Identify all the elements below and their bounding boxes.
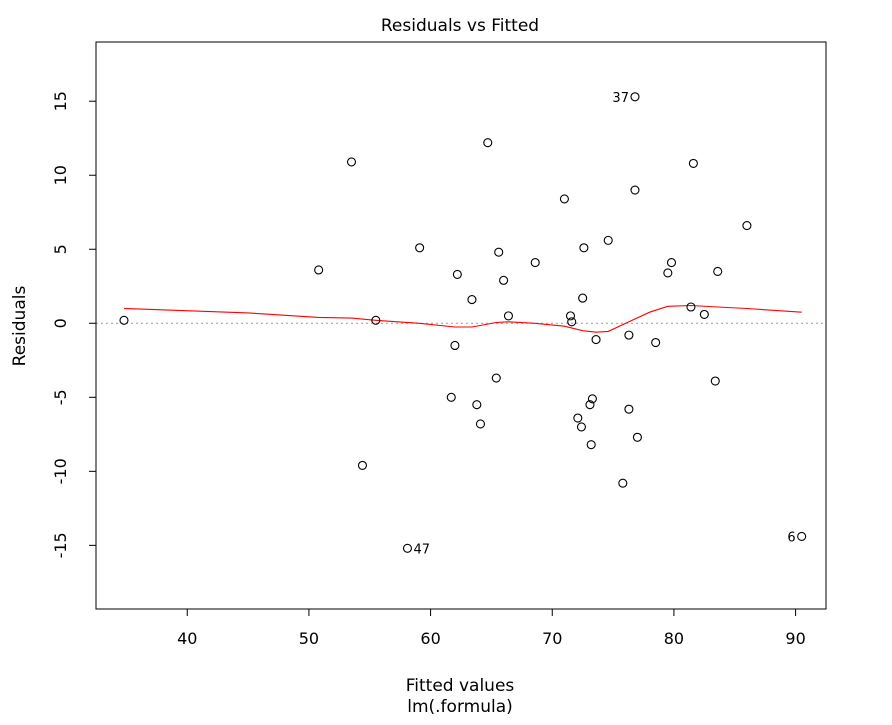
- outlier-labels: 47 37 6: [413, 91, 795, 558]
- data-point: [573, 413, 583, 423]
- data-point: [585, 400, 595, 410]
- data-point: [357, 460, 368, 470]
- data-point: [576, 422, 587, 432]
- data-point: [688, 158, 698, 168]
- x-tick-label: 90: [785, 629, 805, 648]
- x-axis: 40 50 60 70 80 90: [177, 608, 806, 648]
- y-tick-label: -15: [51, 532, 70, 558]
- y-tick-label: -5: [51, 389, 70, 405]
- x-tick-label: 60: [420, 629, 440, 648]
- chart-title: Residuals vs Fitted: [381, 16, 539, 36]
- data-point: [651, 337, 661, 348]
- data-point: [663, 268, 673, 278]
- data-point: [346, 157, 357, 167]
- data-point: [314, 265, 324, 275]
- x-tick-label: 50: [299, 629, 319, 648]
- data-point: [475, 419, 486, 429]
- y-axis-label: Residuals: [10, 286, 30, 367]
- point-label: 6: [787, 530, 795, 545]
- data-point: [472, 400, 482, 410]
- data-point: [446, 392, 456, 402]
- data-point: [565, 311, 576, 321]
- data-point: [452, 269, 462, 279]
- data-point: [530, 258, 540, 268]
- point-label: 37: [612, 91, 629, 106]
- data-point: [603, 235, 613, 245]
- data-point: [450, 340, 460, 351]
- data-point: [666, 258, 677, 268]
- data-point: [483, 138, 493, 148]
- plot-frame: [95, 41, 827, 610]
- data-point: [578, 293, 588, 303]
- data-point: [797, 531, 807, 542]
- y-axis: -15 -10 -5 0 5 10 15: [51, 91, 97, 558]
- data-point: [624, 330, 634, 340]
- model-formula-label: lm(.formula): [407, 697, 513, 717]
- x-tick-label: 80: [664, 629, 684, 648]
- point-label: 47: [413, 542, 430, 557]
- x-tick-label: 40: [177, 629, 197, 648]
- data-point: [402, 543, 413, 553]
- data-point: [710, 376, 720, 386]
- data-point: [415, 243, 425, 253]
- data-point: [119, 315, 129, 325]
- data-point: [491, 373, 501, 383]
- y-tick-label: 10: [51, 165, 70, 185]
- data-point: [742, 221, 752, 231]
- data-point: [632, 432, 642, 442]
- data-points: [119, 92, 807, 553]
- data-point: [494, 247, 504, 257]
- data-point: [586, 440, 596, 450]
- data-point: [591, 335, 601, 345]
- data-point: [630, 92, 640, 102]
- data-point: [499, 275, 509, 285]
- data-point: [371, 315, 381, 325]
- y-tick-label: -10: [51, 458, 70, 484]
- data-point: [559, 194, 569, 204]
- x-tick-label: 70: [542, 629, 562, 648]
- data-point: [699, 309, 709, 319]
- data-point: [630, 185, 640, 195]
- data-point: [624, 404, 634, 414]
- y-tick-label: 0: [51, 318, 70, 328]
- data-point: [579, 243, 589, 253]
- data-point: [567, 317, 577, 327]
- data-point: [618, 478, 628, 488]
- data-point: [587, 394, 597, 404]
- data-point: [713, 266, 723, 277]
- data-point: [467, 295, 477, 305]
- y-tick-label: 5: [51, 244, 70, 254]
- x-axis-label: Fitted values: [406, 676, 515, 696]
- data-point: [686, 302, 696, 312]
- y-tick-label: 15: [51, 91, 70, 111]
- data-point: [503, 311, 514, 321]
- lowess-smoother-line: [123, 304, 802, 333]
